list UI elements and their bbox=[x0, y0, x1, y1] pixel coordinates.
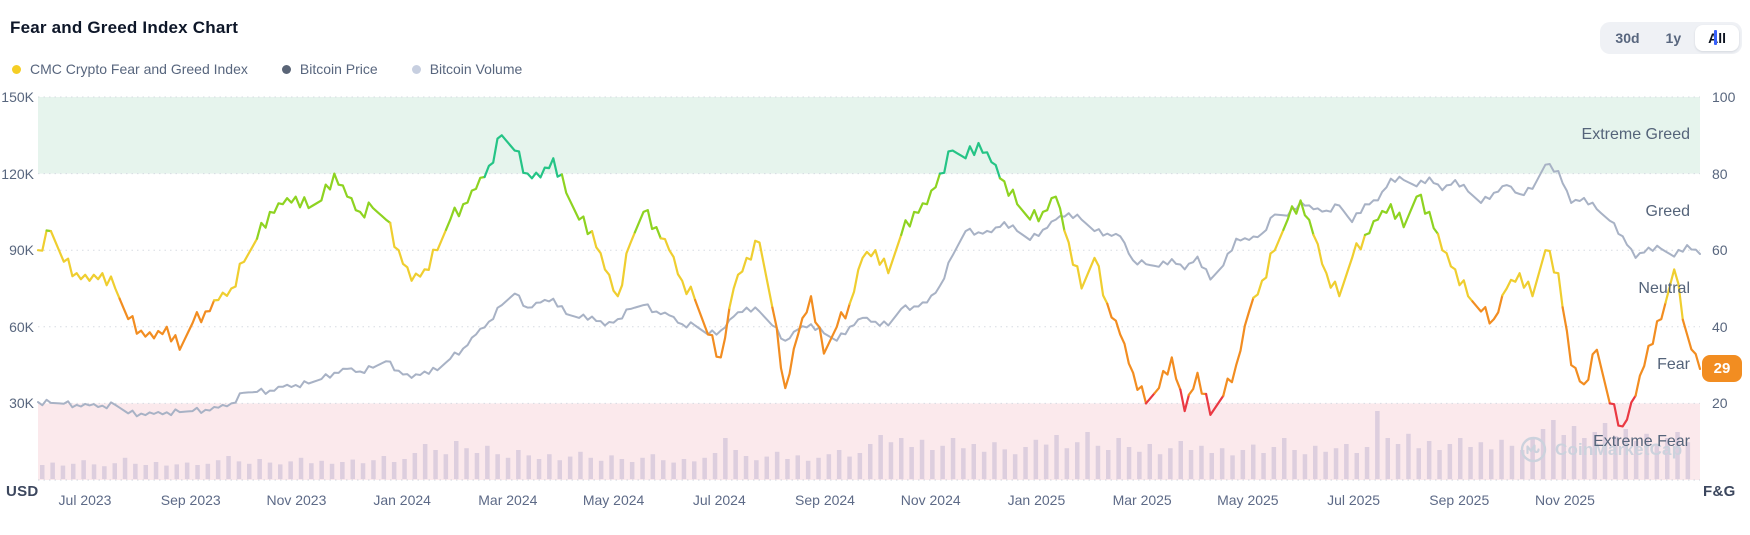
x-axis-label: May 2025 bbox=[1217, 492, 1279, 508]
x-axis-label: Nov 2023 bbox=[266, 492, 327, 508]
right-axis-tick: 80 bbox=[1712, 165, 1728, 182]
range-button-all-label: All bbox=[1708, 30, 1726, 46]
range-button-1y[interactable]: 1y bbox=[1654, 25, 1694, 51]
legend-item-bitcoin-volume[interactable]: Bitcoin Volume bbox=[411, 61, 523, 77]
zone-label-neutral: Neutral bbox=[1638, 279, 1690, 297]
legend-label: Bitcoin Price bbox=[299, 61, 378, 77]
x-axis-label: Jul 2024 bbox=[692, 492, 746, 508]
zone-label-extreme-fear: Extreme Fear bbox=[1593, 432, 1690, 450]
right-axis-unit: F&G bbox=[1703, 483, 1736, 500]
time-range-selector: 30d 1y All bbox=[1600, 22, 1742, 54]
bitcoin-volume-legend-dot-icon bbox=[411, 64, 421, 74]
x-axis-label: Sep 2025 bbox=[1429, 492, 1490, 508]
left-axis-tick: 150K bbox=[1, 89, 34, 105]
range-button-30d[interactable]: 30d bbox=[1603, 25, 1651, 51]
x-axis-label: Nov 2024 bbox=[900, 492, 961, 508]
legend-label: CMC Crypto Fear and Greed Index bbox=[30, 61, 248, 77]
zone-label-fear: Fear bbox=[1657, 356, 1690, 374]
zone-label-greed: Greed bbox=[1645, 202, 1690, 220]
x-axis-label: Mar 2025 bbox=[1112, 492, 1172, 508]
left-axis-tick: 30K bbox=[9, 395, 34, 412]
range-button-all[interactable]: All bbox=[1695, 25, 1739, 51]
left-axis-tick: 90K bbox=[9, 242, 34, 259]
zone-label-extreme-greed: Extreme Greed bbox=[1581, 126, 1690, 144]
x-axis-label: Jul 2025 bbox=[1327, 492, 1381, 508]
right-axis-tick: 40 bbox=[1712, 318, 1728, 335]
x-axis-label: Sep 2023 bbox=[160, 492, 221, 508]
current-fear-greed-value-badge: 29 bbox=[1702, 355, 1742, 382]
coinmarketcap-watermark: CoinMarketCap bbox=[1520, 436, 1682, 463]
legend-label: Bitcoin Volume bbox=[429, 61, 523, 77]
right-axis-tick: 60 bbox=[1712, 242, 1728, 259]
x-axis-label: May 2024 bbox=[582, 492, 645, 508]
x-axis-label: Jan 2024 bbox=[373, 492, 431, 508]
right-axis-tick: 20 bbox=[1712, 395, 1728, 412]
chart-legend: CMC Crypto Fear and Greed Index Bitcoin … bbox=[12, 61, 522, 77]
watermark-text: CoinMarketCap bbox=[1555, 439, 1683, 459]
coinmarketcap-logo-icon bbox=[1520, 436, 1547, 463]
left-axis-tick: 120K bbox=[1, 165, 34, 182]
legend-item-bitcoin-price[interactable]: Bitcoin Price bbox=[281, 61, 378, 77]
bitcoin-price-legend-dot-icon bbox=[281, 64, 291, 74]
legend-item-fear-greed[interactable]: CMC Crypto Fear and Greed Index bbox=[12, 61, 248, 77]
x-axis-label: Jan 2025 bbox=[1007, 492, 1066, 508]
left-axis-tick: 60K bbox=[9, 318, 34, 335]
x-axis-label: Nov 2025 bbox=[1535, 492, 1595, 508]
fear-greed-legend-dot-icon bbox=[12, 64, 21, 74]
page-title: Fear and Greed Index Chart bbox=[10, 18, 239, 37]
left-axis-unit: USD bbox=[6, 483, 39, 500]
x-axis-label: Sep 2024 bbox=[795, 492, 855, 508]
x-axis-label: Mar 2024 bbox=[478, 492, 538, 508]
text-cursor-caret bbox=[1714, 30, 1718, 45]
x-axis-label: Jul 2023 bbox=[58, 492, 112, 508]
right-axis-tick: 100 bbox=[1712, 89, 1736, 105]
